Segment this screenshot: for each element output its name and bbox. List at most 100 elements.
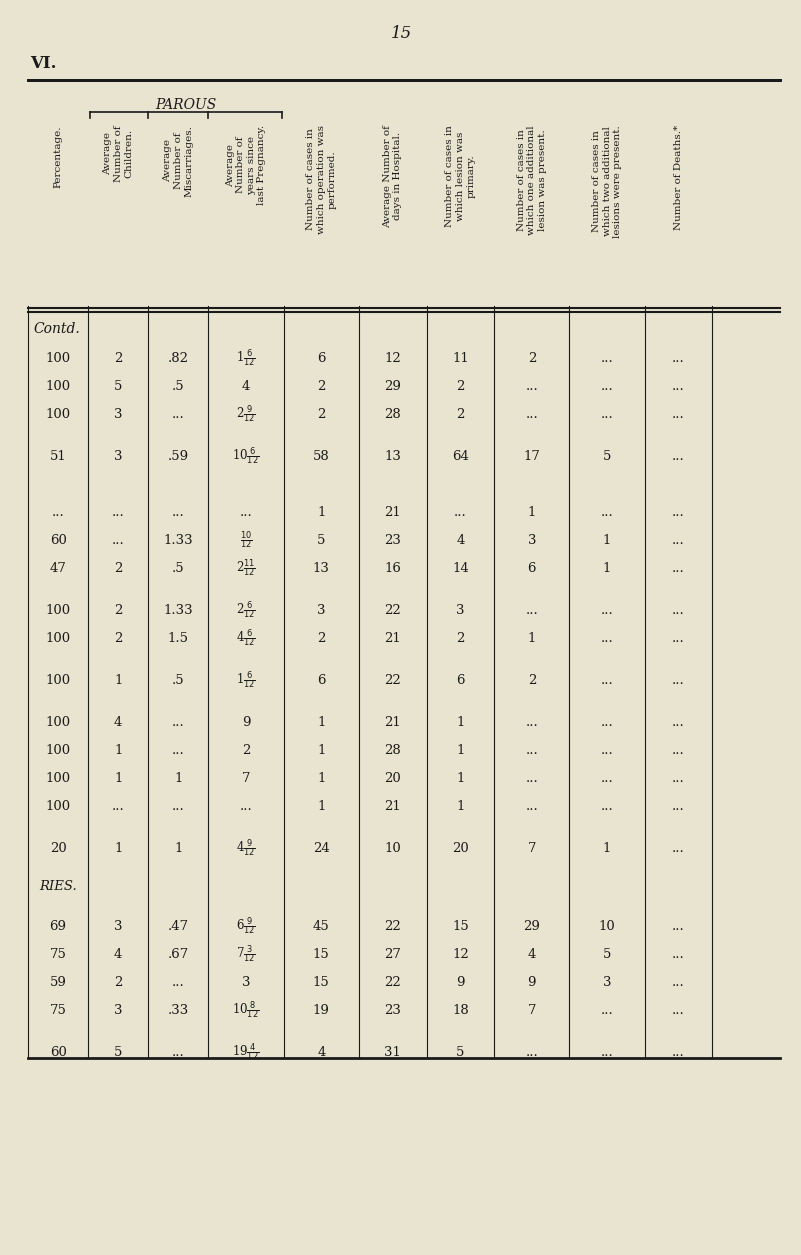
Text: ...: ... bbox=[601, 604, 614, 616]
Text: 4: 4 bbox=[242, 379, 250, 393]
Text: 1: 1 bbox=[603, 561, 611, 575]
Text: ...: ... bbox=[672, 799, 685, 812]
Text: 1$\frac{6}{12}$: 1$\frac{6}{12}$ bbox=[236, 348, 256, 369]
Text: 6: 6 bbox=[317, 351, 325, 364]
Text: ...: ... bbox=[672, 920, 685, 932]
Text: 75: 75 bbox=[50, 1004, 66, 1017]
Text: ...: ... bbox=[601, 631, 614, 645]
Text: .47: .47 bbox=[168, 920, 189, 932]
Text: ...: ... bbox=[525, 604, 538, 616]
Text: 9: 9 bbox=[456, 975, 465, 989]
Text: 20: 20 bbox=[452, 842, 469, 855]
Text: 9: 9 bbox=[242, 715, 251, 728]
Text: 7: 7 bbox=[242, 772, 251, 784]
Text: ...: ... bbox=[454, 506, 467, 518]
Text: 21: 21 bbox=[384, 506, 401, 518]
Text: 10$\frac{8}{12}$: 10$\frac{8}{12}$ bbox=[232, 999, 260, 1020]
Text: 59: 59 bbox=[50, 975, 66, 989]
Text: 14: 14 bbox=[452, 561, 469, 575]
Text: 5: 5 bbox=[114, 1045, 123, 1058]
Text: 100: 100 bbox=[46, 379, 70, 393]
Text: 3: 3 bbox=[114, 449, 123, 463]
Text: 1$\frac{6}{12}$: 1$\frac{6}{12}$ bbox=[236, 669, 256, 690]
Text: 2: 2 bbox=[317, 379, 325, 393]
Text: 3: 3 bbox=[456, 604, 465, 616]
Text: 1: 1 bbox=[603, 533, 611, 546]
Text: 2: 2 bbox=[457, 631, 465, 645]
Text: ...: ... bbox=[239, 799, 252, 812]
Text: 58: 58 bbox=[313, 449, 330, 463]
Text: ...: ... bbox=[112, 533, 125, 546]
Text: .5: .5 bbox=[172, 674, 185, 686]
Text: 3: 3 bbox=[242, 975, 251, 989]
Text: .67: .67 bbox=[167, 948, 189, 960]
Text: 17: 17 bbox=[523, 449, 541, 463]
Text: Number of cases in
which lesion was
primary.: Number of cases in which lesion was prim… bbox=[445, 126, 475, 227]
Text: 1: 1 bbox=[457, 772, 465, 784]
Text: ...: ... bbox=[672, 631, 685, 645]
Text: 6: 6 bbox=[456, 674, 465, 686]
Text: Number of Deaths.*: Number of Deaths.* bbox=[674, 126, 683, 230]
Text: 2: 2 bbox=[317, 408, 325, 420]
Text: ...: ... bbox=[601, 715, 614, 728]
Text: 1: 1 bbox=[603, 842, 611, 855]
Text: 4: 4 bbox=[114, 715, 123, 728]
Text: 28: 28 bbox=[384, 408, 401, 420]
Text: 3: 3 bbox=[317, 604, 325, 616]
Text: ...: ... bbox=[172, 799, 185, 812]
Text: 5: 5 bbox=[457, 1045, 465, 1058]
Text: ...: ... bbox=[525, 772, 538, 784]
Text: 15: 15 bbox=[390, 25, 412, 41]
Text: ...: ... bbox=[672, 743, 685, 757]
Text: Percentage.: Percentage. bbox=[54, 126, 62, 187]
Text: 20: 20 bbox=[384, 772, 401, 784]
Text: Average
Number of
Miscarriages.: Average Number of Miscarriages. bbox=[163, 126, 193, 197]
Text: 20: 20 bbox=[50, 842, 66, 855]
Text: 7$\frac{3}{12}$: 7$\frac{3}{12}$ bbox=[236, 944, 256, 965]
Text: ...: ... bbox=[672, 674, 685, 686]
Text: 2: 2 bbox=[242, 743, 250, 757]
Text: 24: 24 bbox=[313, 842, 330, 855]
Text: 5: 5 bbox=[603, 449, 611, 463]
Text: ...: ... bbox=[601, 1004, 614, 1017]
Text: 22: 22 bbox=[384, 975, 401, 989]
Text: ...: ... bbox=[525, 799, 538, 812]
Text: 4: 4 bbox=[317, 1045, 325, 1058]
Text: 3: 3 bbox=[114, 1004, 123, 1017]
Text: ...: ... bbox=[672, 449, 685, 463]
Text: 100: 100 bbox=[46, 715, 70, 728]
Text: ...: ... bbox=[172, 975, 185, 989]
Text: ...: ... bbox=[601, 408, 614, 420]
Text: 69: 69 bbox=[50, 920, 66, 932]
Text: 12: 12 bbox=[384, 351, 401, 364]
Text: 1: 1 bbox=[457, 743, 465, 757]
Text: ...: ... bbox=[172, 1045, 185, 1058]
Text: ...: ... bbox=[525, 715, 538, 728]
Text: 1: 1 bbox=[528, 631, 536, 645]
Text: ...: ... bbox=[525, 408, 538, 420]
Text: .5: .5 bbox=[172, 379, 185, 393]
Text: ...: ... bbox=[601, 743, 614, 757]
Text: 5: 5 bbox=[317, 533, 325, 546]
Text: ...: ... bbox=[525, 1045, 538, 1058]
Text: $\frac{10}{12}$: $\frac{10}{12}$ bbox=[239, 530, 252, 551]
Text: ...: ... bbox=[239, 506, 252, 518]
Text: 2: 2 bbox=[528, 351, 536, 364]
Text: 2: 2 bbox=[114, 631, 123, 645]
Text: VI.: VI. bbox=[30, 55, 57, 72]
Text: ...: ... bbox=[601, 772, 614, 784]
Text: 45: 45 bbox=[313, 920, 330, 932]
Text: ...: ... bbox=[672, 506, 685, 518]
Text: 2$\frac{9}{12}$: 2$\frac{9}{12}$ bbox=[236, 403, 256, 425]
Text: 13: 13 bbox=[384, 449, 401, 463]
Text: 10: 10 bbox=[384, 842, 401, 855]
Text: 100: 100 bbox=[46, 799, 70, 812]
Text: Average
Number of
Children.: Average Number of Children. bbox=[103, 126, 133, 182]
Text: ...: ... bbox=[172, 506, 185, 518]
Text: 1: 1 bbox=[317, 715, 325, 728]
Text: ...: ... bbox=[672, 975, 685, 989]
Text: 11: 11 bbox=[452, 351, 469, 364]
Text: 2: 2 bbox=[317, 631, 325, 645]
Text: 18: 18 bbox=[452, 1004, 469, 1017]
Text: 2: 2 bbox=[114, 604, 123, 616]
